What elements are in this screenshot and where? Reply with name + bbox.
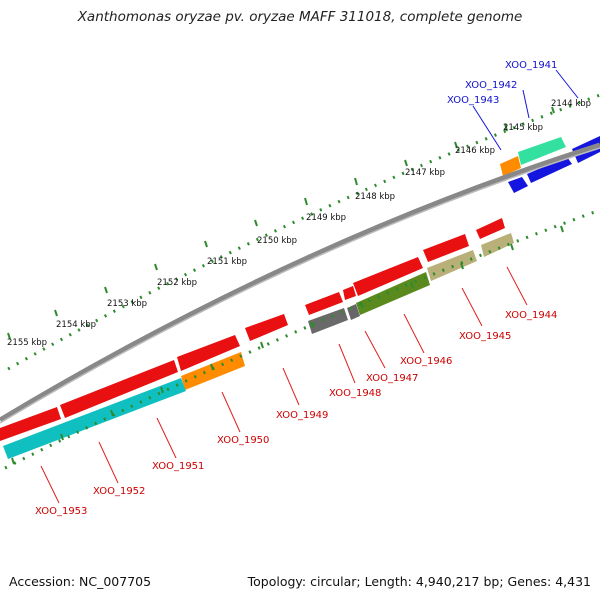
gene-arrow-r8 bbox=[60, 360, 178, 418]
accession-label: Accession: NC_007705 bbox=[9, 574, 152, 589]
gene-arrow-r4 bbox=[343, 286, 356, 300]
backbone-line-dark bbox=[0, 142, 600, 423]
gene-arrow-r3 bbox=[353, 257, 423, 296]
gene-arrow-xoo-1951-1952[interactable] bbox=[3, 378, 186, 459]
reverse-gene-labels: XOO_1944 XOO_1945 XOO_1946 XOO_1947 XOO_… bbox=[35, 310, 557, 517]
tick-label: 2151 kbp bbox=[207, 257, 247, 267]
gene-label-xoo-1944[interactable]: XOO_1944 bbox=[505, 310, 557, 321]
tick-label: 2147 kbp bbox=[405, 168, 445, 178]
gene-arrow-xoo-1950[interactable] bbox=[181, 352, 245, 390]
gene-arrow-r1 bbox=[476, 218, 505, 239]
gene-label-xoo-1946[interactable]: XOO_1946 bbox=[400, 356, 452, 367]
gene-arrow-r5 bbox=[305, 292, 343, 315]
tick-label: 2149 kbp bbox=[306, 213, 346, 223]
backbone-line-light bbox=[0, 147, 600, 424]
tick-label: 2145 kbp bbox=[503, 123, 543, 133]
reverse-leader-lines bbox=[40, 266, 528, 504]
tick-label: 2153 kbp bbox=[107, 299, 147, 309]
gene-label-xoo-1948[interactable]: XOO_1948 bbox=[329, 388, 381, 399]
gene-arrow-b1 bbox=[527, 157, 572, 183]
tick-label: 2154 kbp bbox=[56, 320, 96, 330]
outer-dotted-track bbox=[7, 93, 600, 371]
tick-label: 2150 kbp bbox=[257, 236, 297, 246]
gene-label-xoo-1947[interactable]: XOO_1947 bbox=[366, 373, 418, 384]
tick-label: 2155 kbp bbox=[7, 338, 47, 348]
forward-leader-lines bbox=[472, 69, 579, 151]
tick-label: 2152 kbp bbox=[157, 278, 197, 288]
tick-label: 2144 kbp bbox=[551, 99, 591, 109]
gene-arrow-xoo-1942[interactable] bbox=[518, 137, 566, 165]
gene-label-xoo-1949[interactable]: XOO_1949 bbox=[276, 410, 328, 421]
gene-arrow-b2 bbox=[508, 177, 528, 193]
topology-label: Topology: circular; Length: 4,940,217 bp… bbox=[247, 574, 591, 589]
gene-arrow-r6 bbox=[245, 314, 288, 341]
inner-major-ticks bbox=[11, 225, 564, 465]
gene-arrow-xoo-1943[interactable] bbox=[500, 156, 521, 176]
tick-label: 2148 kbp bbox=[355, 192, 395, 202]
gene-label-xoo-1945[interactable]: XOO_1945 bbox=[459, 331, 511, 342]
gene-label-xoo-1953[interactable]: XOO_1953 bbox=[35, 506, 87, 517]
map-title: Xanthomonas oryzae pv. oryzae MAFF 31101… bbox=[77, 9, 523, 25]
gene-label-xoo-1942[interactable]: XOO_1942 bbox=[465, 80, 517, 91]
gene-arrow-r7 bbox=[177, 335, 240, 371]
gene-label-xoo-1943[interactable]: XOO_1943 bbox=[447, 95, 499, 106]
gene-label-xoo-1941[interactable]: XOO_1941 bbox=[505, 60, 557, 71]
gene-arrow-r2 bbox=[423, 234, 469, 262]
kbp-tick-labels: 2144 kbp 2145 kbp 2146 kbp 2147 kbp 2148… bbox=[7, 99, 591, 348]
forward-gene-labels: XOO_1941 XOO_1942 XOO_1943 bbox=[447, 60, 557, 106]
gene-label-xoo-1951[interactable]: XOO_1951 bbox=[152, 461, 204, 472]
gene-arrow-xoo-1948[interactable] bbox=[308, 308, 348, 334]
outer-major-ticks bbox=[7, 106, 555, 340]
reverse-strand-genes-inner bbox=[3, 233, 514, 459]
gene-label-xoo-1950[interactable]: XOO_1950 bbox=[217, 435, 269, 446]
gene-arrow-r9 bbox=[0, 407, 61, 441]
reverse-strand-genes-outer bbox=[0, 218, 505, 441]
tick-label: 2146 kbp bbox=[455, 146, 495, 156]
gene-label-xoo-1952[interactable]: XOO_1952 bbox=[93, 486, 145, 497]
